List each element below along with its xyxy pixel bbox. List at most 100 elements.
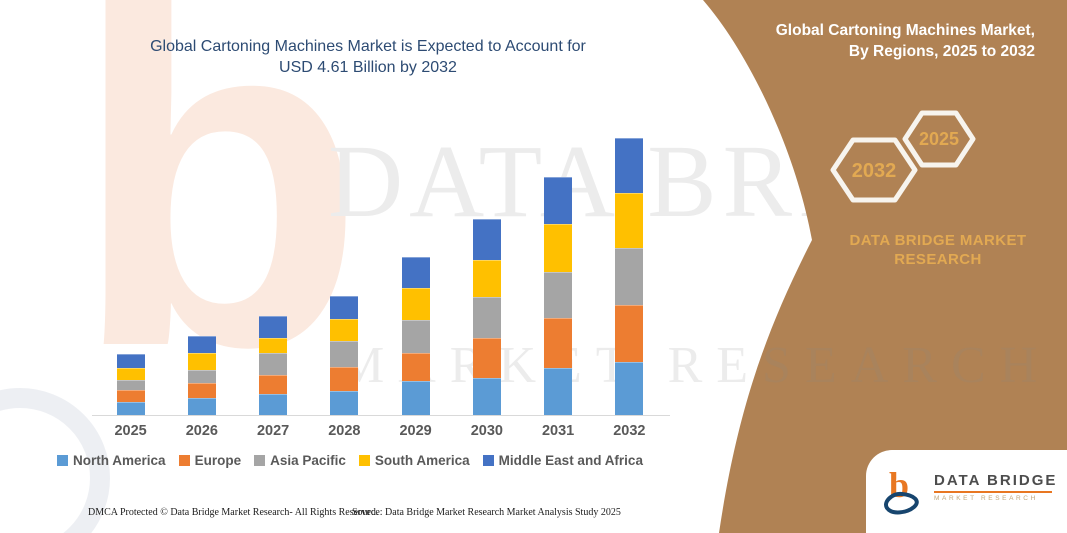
bar-segment <box>187 352 216 371</box>
bar-segment <box>615 304 644 362</box>
bar-2025 <box>116 354 145 415</box>
bar-segment <box>472 378 501 415</box>
bar-segment <box>187 370 216 383</box>
x-axis-labels: 2025 2026 2027 2028 2029 2030 2031 2032 <box>95 423 665 439</box>
x-axis-label: 2031 <box>541 423 575 439</box>
bar-segment <box>472 259 501 298</box>
bar-segment <box>472 297 501 338</box>
legend-swatch <box>178 455 190 466</box>
chart-title: Global Cartoning Machines Market is Expe… <box>18 36 718 78</box>
x-axis-line <box>92 415 670 416</box>
brand-wordmark-line1: DATA BRIDGE MARKET <box>849 232 1027 249</box>
bar-segment <box>187 382 216 399</box>
legend-label: North America <box>73 453 166 468</box>
bar-segment <box>401 353 430 382</box>
dmca-footer-text: DMCA Protected © Data Bridge Market Rese… <box>88 507 379 518</box>
legend-label: Europe <box>194 453 242 468</box>
x-axis-label: 2027 <box>256 423 290 439</box>
legend-swatch <box>482 455 494 466</box>
bar-segment <box>330 340 359 367</box>
bar-2031 <box>544 176 573 415</box>
legend-swatch <box>358 455 370 466</box>
chart-legend: North America Europe Asia Pacific South Ame… <box>20 453 680 468</box>
bar-2030 <box>472 218 501 415</box>
bar-segment <box>259 394 288 415</box>
plot-area <box>95 138 665 415</box>
panel-title: Global Cartoning Machines Market, By Reg… <box>705 20 1035 62</box>
logo-text-block: DATA BRIDGE MARKET RESEARCH <box>934 463 1057 502</box>
hexagon-2025-label: 2025 <box>919 129 959 149</box>
x-axis-label: 2026 <box>185 423 218 439</box>
bar-segment <box>544 176 573 224</box>
legend-swatch <box>57 455 69 466</box>
legend-label: Middle East and Africa <box>498 453 643 468</box>
logo-divider <box>934 491 1052 493</box>
bar-segment <box>615 193 644 249</box>
x-axis-label: 2025 <box>114 423 147 439</box>
logo-subtitle: MARKET RESEARCH <box>934 495 1038 502</box>
bar-segment <box>259 353 288 375</box>
bar-segment <box>116 354 145 369</box>
panel-title-line1: Global Cartoning Machines Market, <box>775 22 1035 39</box>
legend-item: Asia Pacific <box>254 453 346 468</box>
bar-segment <box>472 218 501 260</box>
bar-2032 <box>615 138 644 415</box>
brand-wordmark: DATA BRIDGE MARKET RESEARCH <box>842 231 1034 269</box>
bar-segment <box>330 295 359 320</box>
svg-text:b: b <box>889 465 909 505</box>
bar-segment <box>544 317 573 369</box>
legend-item: Europe <box>178 453 242 468</box>
legend-item: South America <box>358 453 470 468</box>
bar-segment <box>544 368 573 415</box>
bar-segment <box>330 319 359 341</box>
market-research-watermark-text: MARKET RESEARCH <box>338 337 1052 394</box>
chart-title-line1: Global Cartoning Machines Market is Expe… <box>150 38 586 55</box>
bar-2028 <box>330 295 359 415</box>
bar-segment <box>472 337 501 379</box>
bar-segment <box>615 138 644 194</box>
bar-segment <box>401 319 430 354</box>
brand-wordmark-line2: RESEARCH <box>894 251 982 268</box>
x-axis-label: 2029 <box>399 423 432 439</box>
legend-label: South America <box>374 453 470 468</box>
legend-label: Asia Pacific <box>270 453 346 468</box>
x-axis-label: 2032 <box>613 423 646 439</box>
bar-segment <box>259 374 288 394</box>
brand-b-watermark: b <box>72 0 366 446</box>
bar-segment <box>259 337 288 354</box>
legend-swatch <box>254 455 266 466</box>
bar-segment <box>615 361 644 415</box>
bar-2029 <box>401 257 430 415</box>
bar-2026 <box>187 335 216 415</box>
legend-item: Middle East and Africa <box>482 453 643 468</box>
panel-title-line2: By Regions, 2025 to 2032 <box>848 43 1035 60</box>
hexagon-2032: 2032 <box>830 137 918 203</box>
bar-segment <box>401 381 430 415</box>
x-axis-label: 2030 <box>470 423 503 439</box>
x-axis-label: 2028 <box>328 423 361 439</box>
bar-segment <box>116 402 145 415</box>
bar-segment <box>116 368 145 381</box>
logo-name: DATA BRIDGE <box>934 472 1058 489</box>
source-footer-text: Source: Data Bridge Market Research Mark… <box>352 507 621 518</box>
bar-2027 <box>259 316 288 415</box>
bar-segment <box>401 288 430 320</box>
legend-item: North America <box>57 453 166 468</box>
hexagon-2025: 2025 <box>902 110 976 168</box>
chart-title-line2: USD 4.61 Billion by 2032 <box>279 59 457 76</box>
bar-segment <box>116 389 145 403</box>
bar-segment <box>615 248 644 305</box>
bar-segment <box>401 257 430 289</box>
bar-segment <box>187 335 216 353</box>
bar-segment <box>544 223 573 273</box>
hexagon-2032-label: 2032 <box>852 160 897 182</box>
bar-segment <box>116 380 145 390</box>
data-bridge-logo-icon: b <box>884 465 919 515</box>
bar-segment <box>187 398 216 415</box>
bar-segment <box>330 367 359 391</box>
bar-segment <box>330 391 359 415</box>
bar-segment <box>259 316 288 338</box>
bar-segment <box>544 272 573 318</box>
